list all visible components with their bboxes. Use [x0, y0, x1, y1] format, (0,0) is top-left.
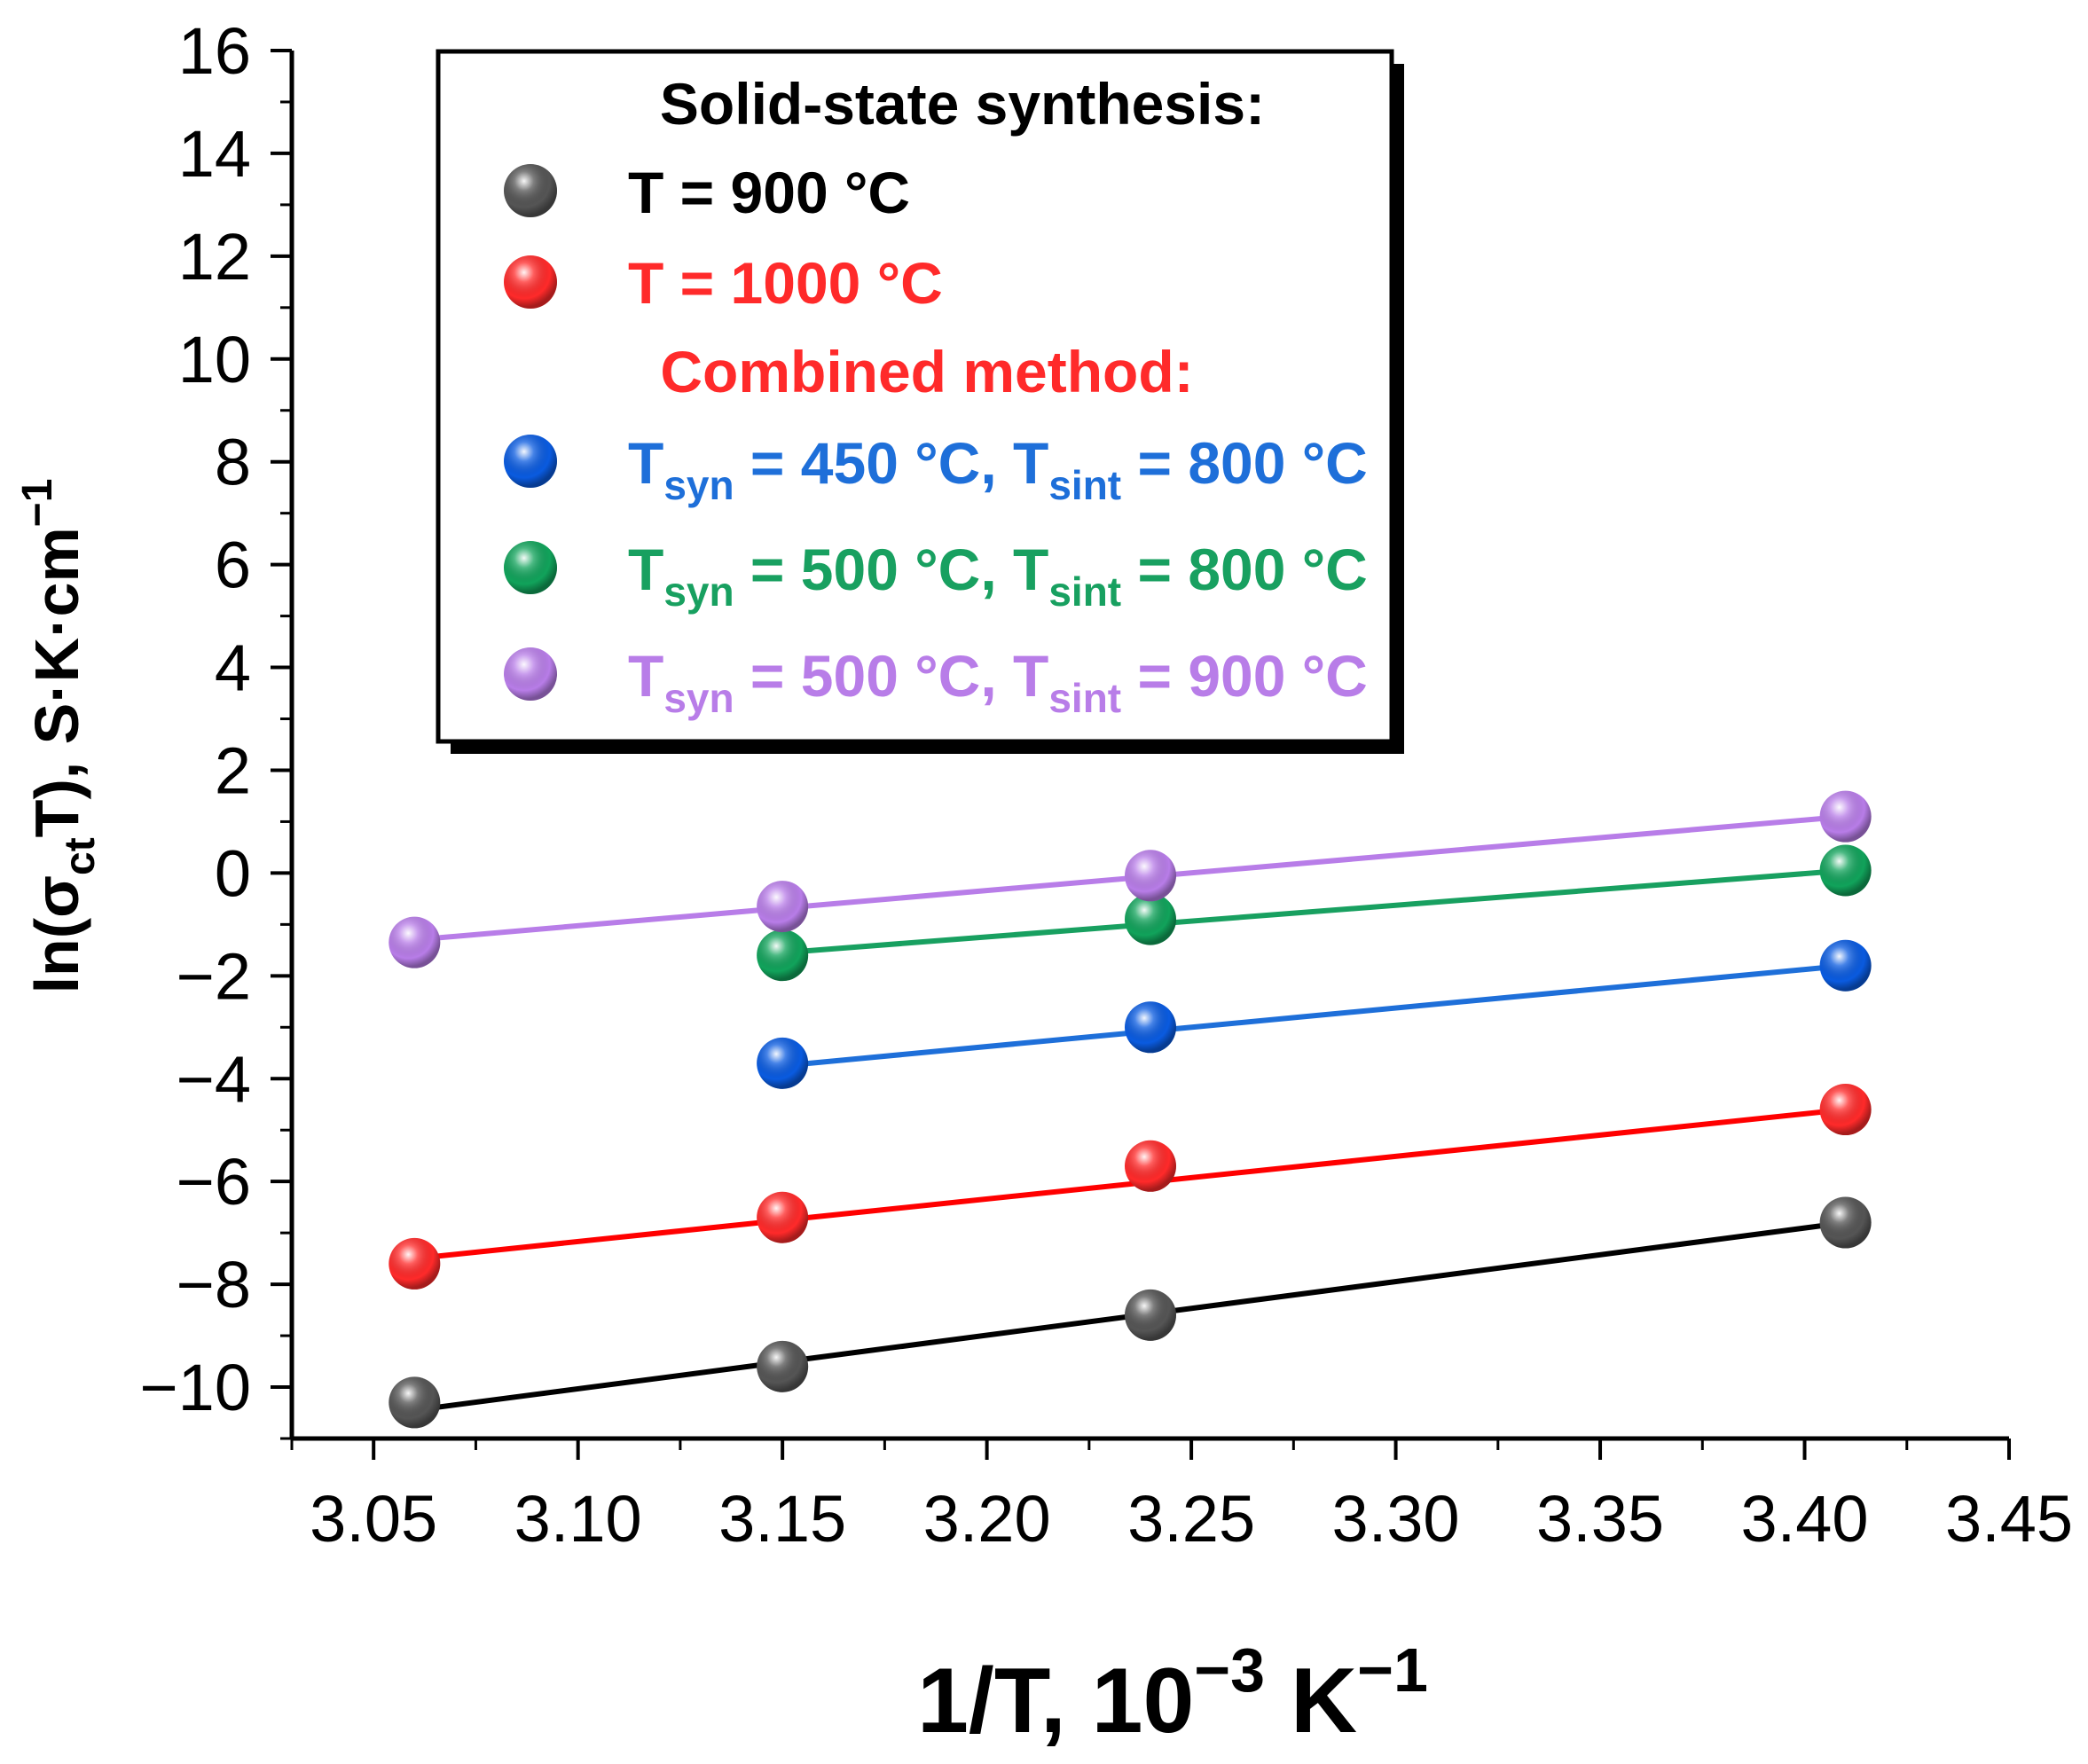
legend-label-500-800: Tsyn = 500 °C, Tsint = 800 °C — [628, 537, 1368, 615]
point-gloss-series-0 — [1819, 1196, 1872, 1249]
y-tick-label: −8 — [177, 1248, 251, 1321]
legend-label-450-800-syn: syn — [663, 462, 734, 508]
y-axis-title-post: T), S·K·cm — [22, 527, 91, 837]
point-gloss-series-2 — [1819, 939, 1872, 992]
point-gloss-series-1 — [1819, 1084, 1872, 1136]
x-axis-title-exp2: −1 — [1357, 1635, 1428, 1705]
legend-label-500-900-t2: T — [1013, 643, 1048, 709]
legend-marker-900-gloss — [504, 164, 557, 217]
fit-line-series-1 — [413, 1107, 1846, 1262]
y-axis-title-pre: ln(σ — [22, 875, 91, 993]
legend-marker-500-900-gloss — [504, 647, 557, 701]
x-tick-label: 3.20 — [923, 1482, 1051, 1556]
point-gloss-series-4 — [389, 916, 441, 968]
legend-marker-500-800-gloss — [504, 541, 557, 594]
point-gloss-series-3 — [1819, 844, 1872, 897]
legend: Solid-state synthesis: T = 900 °C T = 10… — [436, 49, 1404, 754]
legend-label-450-800-end: = 800 °C — [1121, 430, 1368, 496]
y-tick-label: 10 — [178, 323, 251, 396]
legend-label-500-900: Tsyn = 500 °C, Tsint = 900 °C — [628, 643, 1368, 721]
legend-label-500-800-sint: sint — [1048, 568, 1121, 615]
x-tick-label: 3.05 — [310, 1482, 437, 1556]
y-tick-label: 12 — [178, 220, 251, 294]
y-tick-label: 16 — [178, 14, 251, 88]
y-tick-label: 6 — [215, 529, 251, 602]
legend-label-900: T = 900 °C — [628, 160, 910, 225]
legend-header-solid-state: Solid-state synthesis: — [660, 71, 1265, 137]
x-axis-title-mid: K — [1265, 1650, 1357, 1752]
legend-item-900: T = 900 °C — [504, 160, 910, 225]
legend-label-500-800-mid: = 500 °C, — [734, 537, 1013, 602]
x-axis-title: 1/T, 10−3 K−1 — [917, 1635, 1428, 1752]
legend-label-500-900-end: = 900 °C — [1121, 643, 1368, 709]
legend-label-500-900-t1: T — [628, 643, 663, 709]
x-tick-label: 3.35 — [1536, 1482, 1664, 1556]
y-tick-label: −4 — [177, 1042, 251, 1116]
legend-label-500-900-mid: = 500 °C, — [734, 643, 1013, 709]
y-tick-label: −10 — [139, 1351, 251, 1424]
y-tick-label: 2 — [215, 733, 251, 807]
point-gloss-series-2 — [757, 1037, 809, 1089]
legend-label-450-800-sint: sint — [1048, 462, 1121, 508]
point-gloss-series-1 — [1125, 1140, 1176, 1192]
legend-header-combined: Combined method: — [660, 339, 1193, 404]
y-tick-label: 14 — [178, 117, 251, 191]
y-tick-label: 8 — [215, 426, 251, 499]
y-axis-title-sup: −1 — [14, 479, 61, 528]
x-tick-label: 3.30 — [1332, 1482, 1460, 1556]
y-axis-title: ln(σctT), S·K·cm−1 — [14, 479, 104, 994]
legend-item-450-800: Tsyn = 450 °C, Tsint = 800 °C — [504, 430, 1368, 508]
point-gloss-series-3 — [757, 929, 809, 982]
legend-label-450-800-t1: T — [628, 430, 663, 496]
legend-label-450-800-t2: T — [1013, 430, 1048, 496]
x-axis-ticks: 3.05 3.10 3.15 3.20 3.25 3.30 3.35 3.40 3.45 — [290, 1439, 2073, 1556]
fit-line-series-2 — [781, 962, 1846, 1069]
legend-label-500-800-t2: T — [1013, 537, 1048, 602]
legend-label-500-900-syn: syn — [663, 675, 734, 721]
fit-line-series-3 — [781, 867, 1846, 956]
y-tick-label: −2 — [177, 939, 251, 1013]
legend-label-500-800-t1: T — [628, 537, 663, 602]
x-axis-title-exp1: −3 — [1194, 1635, 1265, 1705]
data-points — [389, 790, 1872, 1429]
y-tick-label: −6 — [177, 1145, 251, 1219]
legend-label-450-800-mid: = 450 °C, — [734, 430, 1013, 496]
point-gloss-series-4 — [1125, 850, 1176, 902]
legend-item-500-900: Tsyn = 500 °C, Tsint = 900 °C — [504, 643, 1368, 721]
legend-item-1000: T = 1000 °C — [504, 250, 943, 316]
point-gloss-series-4 — [1819, 790, 1872, 843]
legend-label-450-800: Tsyn = 450 °C, Tsint = 800 °C — [628, 430, 1368, 508]
x-tick-label: 3.45 — [1945, 1482, 2073, 1556]
y-axis-title-sub: ct — [57, 837, 104, 875]
x-tick-label: 3.15 — [718, 1482, 846, 1556]
point-gloss-series-0 — [1125, 1289, 1176, 1341]
y-axis-ticks: −10 −8 −6 −4 −2 0 2 4 6 8 10 12 14 16 — [139, 14, 292, 1440]
point-gloss-series-4 — [757, 881, 809, 933]
legend-label-500-800-syn: syn — [663, 568, 734, 615]
legend-item-500-800: Tsyn = 500 °C, Tsint = 800 °C — [504, 537, 1368, 615]
point-gloss-series-3 — [1125, 893, 1176, 945]
x-tick-label: 3.25 — [1127, 1482, 1255, 1556]
legend-box — [436, 49, 1394, 744]
point-gloss-series-0 — [389, 1376, 441, 1429]
legend-marker-1000-gloss — [504, 255, 557, 309]
y-tick-label: 4 — [215, 631, 251, 705]
legend-label-500-900-sint: sint — [1048, 675, 1121, 721]
point-gloss-series-1 — [389, 1237, 441, 1290]
point-gloss-series-2 — [1125, 1001, 1176, 1054]
x-axis-title-main: 1/T, 10 — [917, 1650, 1194, 1752]
point-gloss-series-0 — [757, 1340, 809, 1392]
legend-label-500-800-end: = 800 °C — [1121, 537, 1368, 602]
point-gloss-series-1 — [757, 1191, 809, 1243]
x-tick-label: 3.40 — [1741, 1482, 1869, 1556]
legend-label-1000: T = 1000 °C — [628, 250, 943, 316]
legend-marker-450-800-gloss — [504, 435, 557, 488]
x-tick-label: 3.10 — [514, 1482, 642, 1556]
y-tick-label: 0 — [215, 836, 251, 910]
